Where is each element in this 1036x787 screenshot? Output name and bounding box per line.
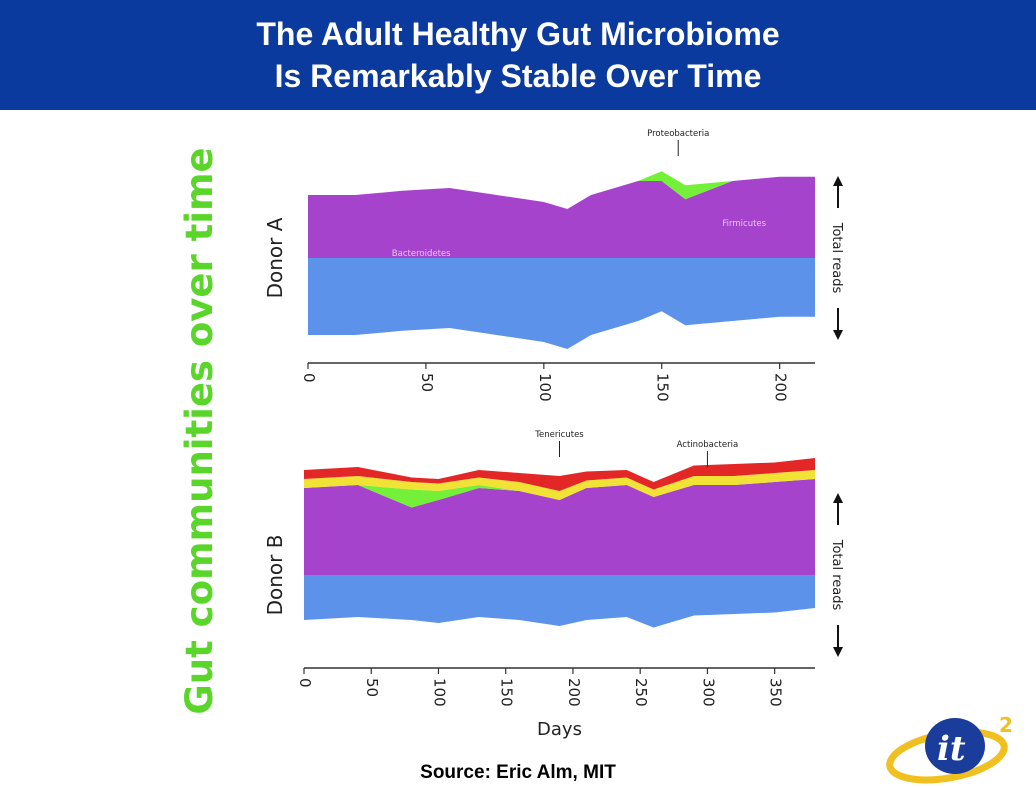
area-series-bacteroidetes-b [304, 575, 815, 628]
panel-label-a: Donor A [263, 217, 287, 298]
annotation-proteobacteria: Proteobacteria [647, 129, 709, 139]
side-label-panel: Gut communities over time [178, 147, 221, 714]
arrow-up-icon [833, 493, 843, 503]
logo-globe [925, 718, 985, 774]
annotation-firmicutes: Firmicutes [722, 219, 766, 229]
x-tick-label: 100 [536, 373, 554, 402]
x-tick-label: 350 [767, 678, 785, 707]
x-tick-label: 200 [772, 373, 790, 402]
x-tick-label: 150 [654, 373, 672, 402]
x-tick-label: 50 [363, 678, 381, 697]
x-tick-label: 200 [565, 678, 583, 707]
right-label-a: Total reads [829, 222, 844, 294]
area-series-firmicutes-b [304, 479, 815, 575]
logo-text: it [937, 729, 966, 769]
x-axis-label: Days [537, 719, 582, 740]
source-caption: Source: Eric Alm, MIT [420, 762, 616, 783]
arrow-up-icon [833, 176, 843, 186]
chart-donor-a: 0 50 100 150 200 Donor A Total reads Proteobact… [263, 129, 844, 402]
area-series-bacteroidetes-a [308, 258, 815, 349]
x-tick-label: 150 [498, 678, 516, 707]
logo-superscript: 2 [999, 713, 1013, 737]
title-line-1: The Adult Healthy Gut Microbiome [256, 16, 780, 52]
area-series-actinobacteria-b [304, 470, 815, 500]
annotation-tenericutes: Tenericutes [534, 430, 584, 440]
title-banner: The Adult Healthy Gut Microbiome Is Rema… [0, 0, 1036, 110]
it2-logo: it 2 [886, 713, 1013, 784]
area-series-tenericutes-b [304, 458, 815, 491]
x-tick-label: 300 [699, 678, 717, 707]
arrow-down-icon [833, 330, 843, 340]
x-tick-label: 0 [300, 373, 318, 383]
annotation-actinobacteria: Actinobacteria [677, 440, 739, 450]
x-tick-label: 0 [296, 678, 314, 688]
area-series-firmicutes-a [308, 176, 815, 258]
x-tick-label: 250 [632, 678, 650, 707]
x-tick-label: 100 [430, 678, 448, 707]
chart-donor-b: 0 50 100 150 200 250 300 350 Donor B Total reads T… [263, 430, 844, 740]
side-label: Gut communities over time [178, 147, 221, 714]
title-line-2: Is Remarkably Stable Over Time [274, 58, 762, 94]
right-label-b: Total reads [829, 539, 844, 611]
x-tick-label: 50 [418, 373, 436, 392]
area-series-proteobacteria-b [304, 479, 815, 508]
panel-label-b: Donor B [263, 535, 287, 616]
arrow-down-icon [833, 647, 843, 657]
annotation-bacteroidetes: Bacteroidetes [392, 249, 451, 259]
